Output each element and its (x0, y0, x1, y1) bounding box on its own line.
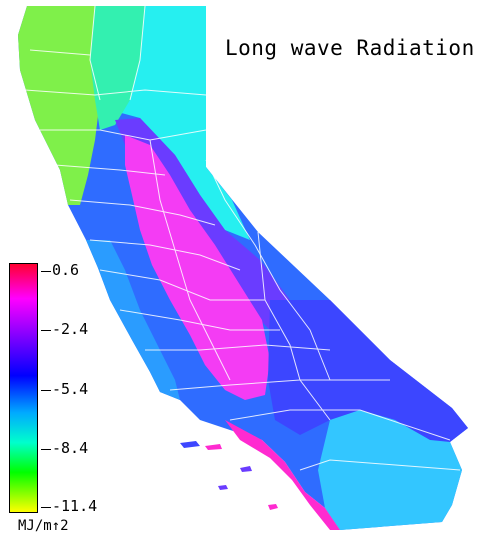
unit-label: MJ/m↑2 (18, 518, 69, 534)
tick-mark-4 (41, 507, 51, 508)
colorbar-frame (9, 263, 38, 513)
map-title: Long wave Radiation (225, 36, 475, 60)
tick-label-0: 0.6 (52, 261, 80, 279)
region-central-coast (86, 240, 180, 400)
colorbar-gradient (10, 264, 37, 512)
tick-mark-0 (41, 271, 51, 272)
region-south-coast (225, 420, 340, 530)
tick-mark-2 (41, 390, 51, 391)
tick-label-4: -11.4 (52, 497, 98, 515)
tick-label-2: -5.4 (52, 380, 89, 398)
region-desert (268, 300, 468, 442)
channel-islands (180, 441, 278, 510)
region-central-valley (125, 135, 270, 400)
region-north-interior (90, 6, 145, 130)
region-north-coast (18, 6, 100, 205)
tick-label-3: -8.4 (52, 439, 89, 457)
tick-mark-1 (41, 330, 51, 331)
county-boundaries (24, 5, 461, 471)
tick-mark-3 (41, 449, 51, 450)
tick-label-1: -2.4 (52, 320, 89, 338)
region-southeast (318, 410, 462, 530)
